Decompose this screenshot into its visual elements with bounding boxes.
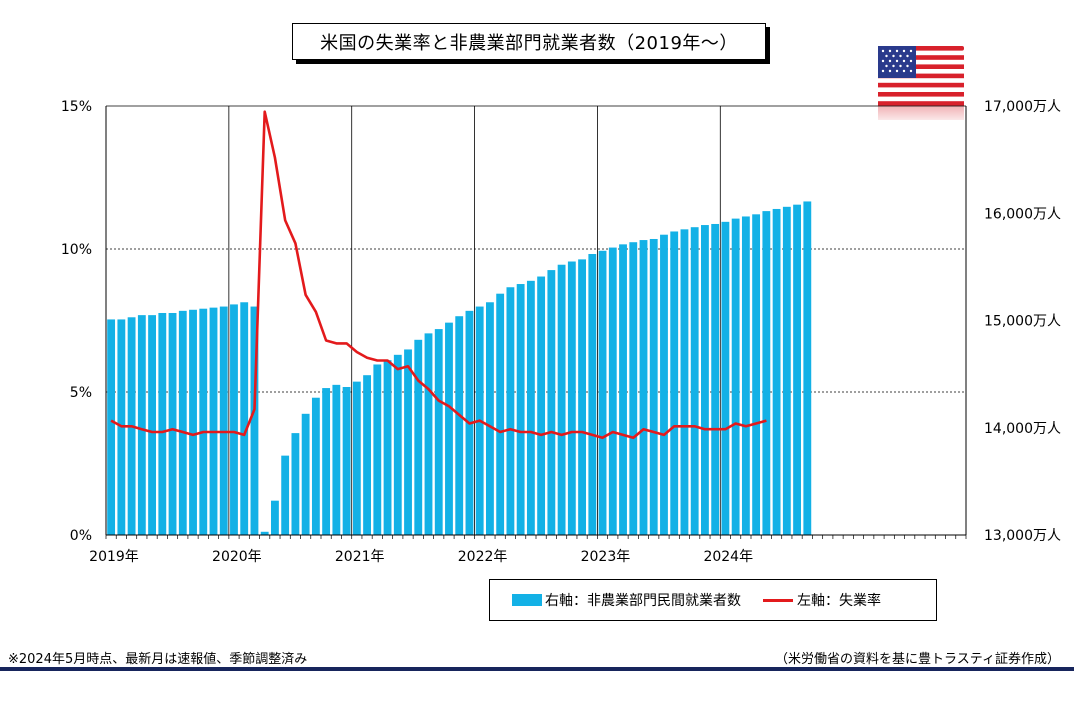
right-tick-label: 15,000万人 <box>984 314 1061 330</box>
footnote-left: ※2024年5月時点、最新月は速報値、季節調整済み <box>8 652 308 667</box>
bar <box>701 225 709 536</box>
bar <box>526 280 535 535</box>
bar <box>547 270 556 535</box>
bar <box>670 231 679 536</box>
bar <box>322 388 331 535</box>
bar <box>762 211 771 536</box>
bar <box>281 455 290 535</box>
bar <box>199 308 208 535</box>
bar <box>639 240 648 535</box>
bar <box>629 242 638 535</box>
x-tick-label: 2020年 <box>212 549 262 565</box>
bar <box>660 234 668 535</box>
source-note: （米労働省の資料を基に豊トラスティ証券作成） <box>775 652 1060 667</box>
right-tick-label: 17,000万人 <box>984 99 1061 115</box>
bar <box>209 307 218 535</box>
bar <box>803 201 812 535</box>
bar <box>649 238 658 536</box>
gridlines <box>106 105 966 535</box>
bar <box>219 306 228 535</box>
x-tick-label: 2022年 <box>458 549 508 565</box>
bar <box>598 250 607 535</box>
bar <box>496 293 505 535</box>
bar <box>137 315 146 535</box>
bar <box>363 375 371 535</box>
bar <box>404 349 412 535</box>
bar <box>782 206 791 535</box>
legend-label-unemployment: 左軸：失業率 <box>797 593 881 609</box>
left-tick-label: 0% <box>70 528 92 544</box>
bar <box>690 227 699 535</box>
bar <box>168 312 177 535</box>
bar <box>260 531 269 535</box>
right-tick-label: 13,000万人 <box>984 528 1061 544</box>
bar <box>486 302 494 535</box>
bar <box>158 312 167 535</box>
bar <box>189 309 197 535</box>
bar <box>332 384 341 535</box>
bar <box>342 386 351 535</box>
legend-swatch-bar <box>512 594 542 606</box>
bar <box>424 333 433 535</box>
left-tick-label: 15% <box>61 99 92 115</box>
unemployment-series-line <box>110 110 767 440</box>
bar <box>434 329 443 535</box>
bar <box>230 304 238 535</box>
bar <box>373 364 382 535</box>
left-tick-label: 5% <box>70 385 92 401</box>
bar <box>178 310 187 535</box>
axes <box>105 106 967 539</box>
right-tick-label: 16,000万人 <box>984 206 1061 222</box>
bar <box>731 218 740 536</box>
legend-item-unemployment: 左軸：失業率 <box>741 590 881 610</box>
bar <box>608 247 617 535</box>
bar <box>107 319 116 535</box>
tick-labels: 0% 5% 10% 15% 13,000万人 14,000万人 15,000万人 16,000… <box>61 99 1061 565</box>
x-tick-label: 2021年 <box>335 549 385 565</box>
bar <box>352 381 361 535</box>
bottom-rule <box>0 667 1074 671</box>
bar <box>741 216 750 535</box>
bar <box>445 322 453 535</box>
bar <box>680 229 689 535</box>
bar <box>567 261 576 535</box>
bar <box>301 413 310 535</box>
bar <box>619 244 627 536</box>
unemployment-line <box>110 110 767 440</box>
employment-bars <box>107 201 812 536</box>
bar <box>414 339 423 535</box>
bar <box>506 287 515 535</box>
bar <box>291 433 300 535</box>
bar <box>393 354 402 535</box>
bar <box>148 315 156 535</box>
bar <box>271 500 279 535</box>
legend-swatch-line <box>763 598 793 602</box>
bar <box>311 397 320 535</box>
legend-item-employment: 右軸：非農業部門民間就業者数 <box>490 590 741 610</box>
bar <box>752 214 761 535</box>
bar <box>516 284 525 535</box>
left-tick-label: 10% <box>61 242 92 258</box>
x-tick-label: 2024年 <box>703 549 753 565</box>
legend: 右軸：非農業部門民間就業者数 左軸：失業率 <box>489 579 937 621</box>
bar <box>240 302 249 535</box>
bar <box>537 276 546 535</box>
bar <box>383 360 392 535</box>
legend-label-employment: 右軸：非農業部門民間就業者数 <box>545 593 741 609</box>
bar <box>578 259 586 535</box>
x-tick-label: 2019年 <box>89 549 139 565</box>
bar <box>793 204 801 536</box>
x-tick-label: 2023年 <box>581 549 631 565</box>
bar <box>557 264 566 535</box>
us-flag-icon <box>878 46 964 126</box>
right-tick-label: 14,000万人 <box>984 421 1061 437</box>
chart-title: 米国の失業率と非農業部門就業者数（2019年～） <box>292 23 766 60</box>
bar <box>588 254 597 535</box>
bar <box>455 316 464 535</box>
bar <box>711 223 720 535</box>
bar <box>721 221 730 535</box>
bar <box>772 208 781 535</box>
bar <box>250 306 259 535</box>
